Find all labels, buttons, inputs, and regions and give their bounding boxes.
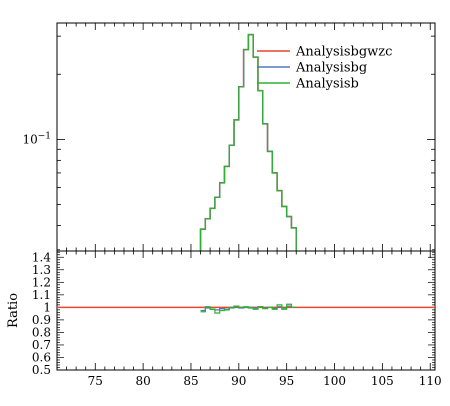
y-tick-label: 1.1 [32,288,51,302]
x-tick-label: 75 [88,374,103,388]
x-tick-label: 80 [135,374,150,388]
x-tick-label: 90 [231,374,246,388]
ratio-plot-frame [56,250,436,371]
y-tick-label: 0.9 [32,313,51,327]
ratio-axis-title: Ratio [6,293,21,328]
x-tick-label: 95 [279,374,294,388]
y-tick-label: 0.6 [32,350,51,364]
y-tick-label: 1.4 [32,250,51,264]
legend-label: Analysisb [295,77,359,92]
y-tick-label: 0.8 [32,325,51,339]
x-tick-label: 100 [323,374,346,388]
x-tick-label: 105 [371,374,394,388]
ratio-analysisb [200,303,297,314]
y-tick-label: 1.3 [32,263,51,277]
y-tick-label: 10−1 [22,131,51,146]
x-tick-label: 85 [183,374,198,388]
y-tick-label: 1.2 [32,275,51,289]
legend-label: Analysisbgwzc [295,45,392,60]
legend-label: Analysisbg [295,61,367,76]
y-tick-label: 0.5 [32,363,51,377]
y-tick-label: 1 [43,300,51,314]
histogram-analysisb [199,33,297,251]
ratio-panel: 75 80 85 90 95 100 105 1100.50.60.70.80.911.11.… [6,249,442,388]
x-tick-label: 110 [419,374,442,388]
y-tick-label: 0.7 [32,338,51,352]
